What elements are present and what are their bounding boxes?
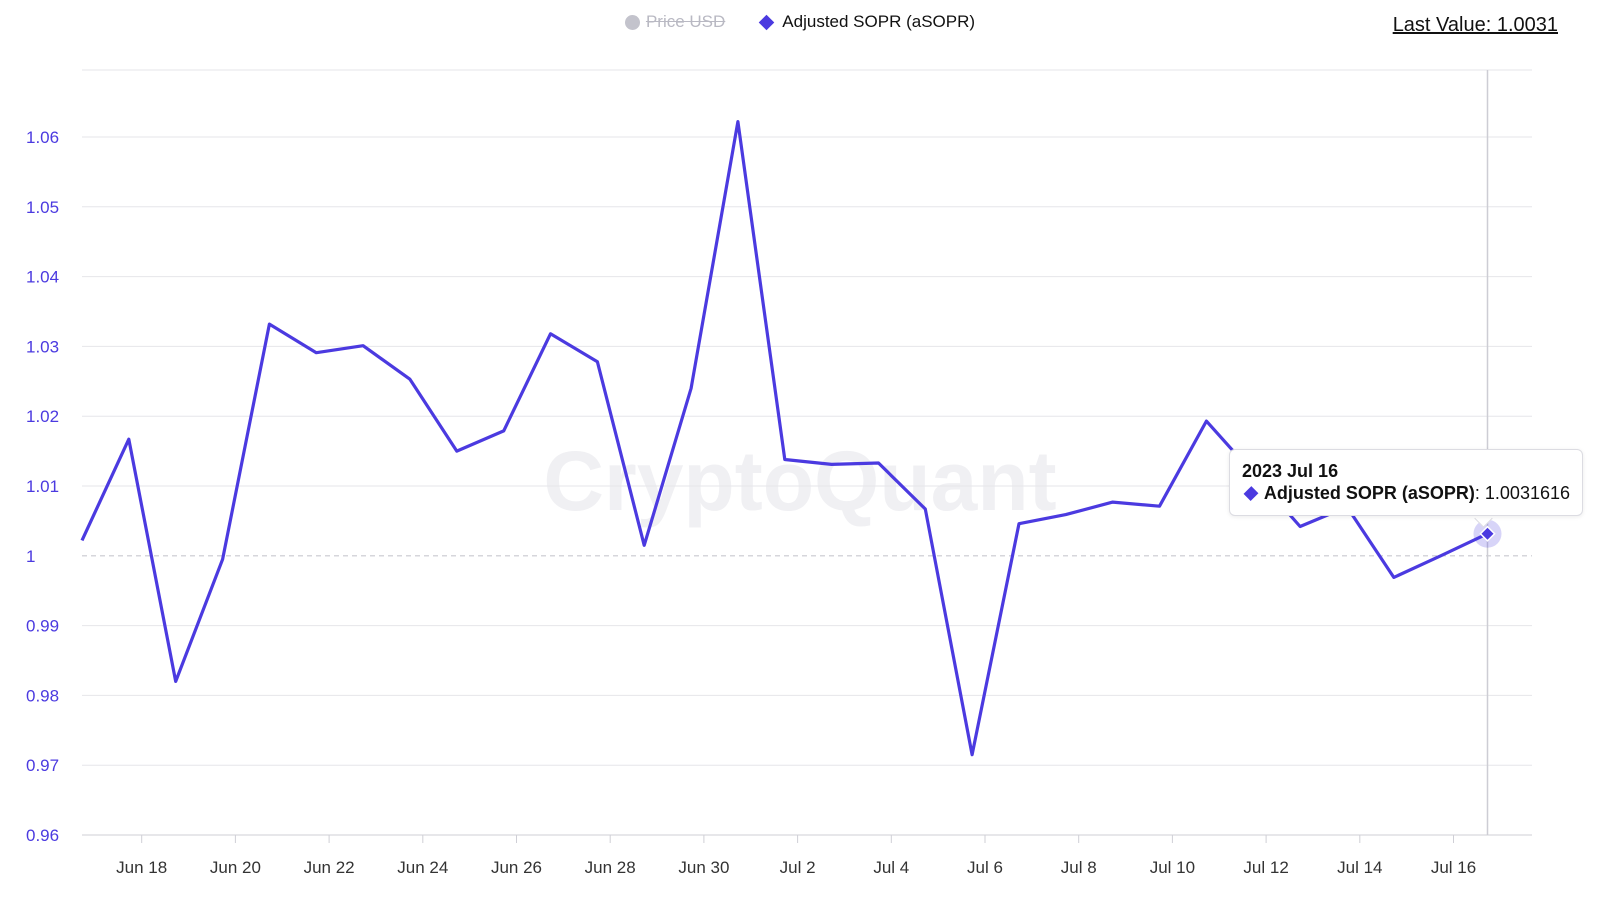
legend-dot-icon xyxy=(624,14,640,30)
tooltip-date: 2023 Jul 16 xyxy=(1242,461,1339,481)
data-point[interactable] xyxy=(454,448,460,454)
data-point[interactable] xyxy=(1438,553,1444,559)
x-tick-label: Jul 12 xyxy=(1243,858,1288,877)
y-tick-label: 0.97 xyxy=(26,756,59,775)
x-tick-label: Jun 24 xyxy=(397,858,448,877)
y-tick-label: 1 xyxy=(26,547,35,566)
data-point[interactable] xyxy=(1063,512,1069,518)
tooltip: 2023 Jul 16 Adjusted SOPR (aSOPR) : 1.00… xyxy=(1229,449,1583,516)
legend-diamond-icon xyxy=(759,14,775,30)
hover-marker-diamond xyxy=(1479,525,1496,542)
data-point[interactable] xyxy=(501,428,507,434)
x-tick-label: Jul 16 xyxy=(1431,858,1476,877)
tooltip-diamond-icon xyxy=(1243,485,1259,501)
y-axis: 1.06 1.05 1.04 1.03 1.02 1.01 1 0.99 0.98 0.97 0.9… xyxy=(26,128,59,845)
x-tick-label: Jun 30 xyxy=(678,858,729,877)
data-point[interactable] xyxy=(1391,574,1397,580)
data-point[interactable] xyxy=(1203,418,1209,424)
x-tick-label: Jun 20 xyxy=(210,858,261,877)
y-tick-label: 0.96 xyxy=(26,826,59,845)
x-tick-label: Jul 14 xyxy=(1337,858,1382,877)
y-tick-label: 1.06 xyxy=(26,128,59,147)
x-axis: Jun 18 Jun 20 Jun 22 Jun 24 Jun 26 Jun 28 Jun … xyxy=(82,834,1532,877)
x-tick-label: Jul 2 xyxy=(780,858,816,877)
data-point[interactable] xyxy=(266,321,272,327)
y-tick-label: 1.02 xyxy=(26,407,59,426)
x-tick-label: Jun 22 xyxy=(304,858,355,877)
last-value: Last Value: 1.0031 xyxy=(1392,14,1558,36)
tooltip-series-name: Adjusted SOPR (aSOPR) xyxy=(1263,483,1475,503)
tooltip-value: : 1.0031616 xyxy=(1474,483,1570,503)
legend-item-asopr[interactable]: Adjusted SOPR (aSOPR) xyxy=(759,12,976,32)
y-tick-label: 0.98 xyxy=(26,686,59,705)
tooltip-row: Adjusted SOPR (aSOPR) : 1.0031616 xyxy=(1242,482,1570,504)
data-point[interactable] xyxy=(1016,521,1022,527)
data-point[interactable] xyxy=(548,331,554,337)
x-tick-label: Jul 6 xyxy=(967,858,1003,877)
data-point[interactable] xyxy=(875,460,881,466)
data-point[interactable] xyxy=(688,385,694,391)
data-point[interactable] xyxy=(969,752,975,758)
data-point[interactable] xyxy=(1297,523,1303,529)
data-point[interactable] xyxy=(313,350,319,356)
y-tick-label: 1.04 xyxy=(26,268,59,287)
data-point[interactable] xyxy=(126,436,132,442)
data-point[interactable] xyxy=(1110,499,1116,505)
data-point[interactable] xyxy=(922,506,928,512)
x-tick-label: Jun 18 xyxy=(116,858,167,877)
data-point[interactable] xyxy=(220,556,226,562)
x-tick-label: Jul 10 xyxy=(1150,858,1195,877)
y-tick-label: 1.01 xyxy=(26,477,59,496)
data-point[interactable] xyxy=(1157,503,1163,509)
x-tick-label: Jul 4 xyxy=(873,858,909,877)
data-point[interactable] xyxy=(360,343,366,349)
data-point[interactable] xyxy=(173,678,179,684)
x-tick-label: Jun 28 xyxy=(585,858,636,877)
legend-item-price-usd[interactable]: Price USD xyxy=(624,12,726,32)
data-point[interactable] xyxy=(735,119,741,125)
data-point[interactable] xyxy=(79,537,85,543)
legend-label-asopr: Adjusted SOPR (aSOPR) xyxy=(782,12,976,31)
legend-label-price: Price USD xyxy=(645,12,726,31)
data-point[interactable] xyxy=(594,359,600,365)
data-point[interactable] xyxy=(782,456,788,462)
x-tick-label: Jul 8 xyxy=(1061,858,1097,877)
data-point[interactable] xyxy=(829,461,835,467)
y-tick-label: 0.99 xyxy=(26,617,59,636)
data-point[interactable] xyxy=(641,542,647,548)
x-tick-label: Jun 26 xyxy=(491,858,542,877)
legend: Price USD Adjusted SOPR (aSOPR) xyxy=(0,12,1600,32)
y-tick-label: 1.03 xyxy=(26,337,59,356)
y-tick-label: 1.05 xyxy=(26,198,59,217)
data-point[interactable] xyxy=(407,376,413,382)
